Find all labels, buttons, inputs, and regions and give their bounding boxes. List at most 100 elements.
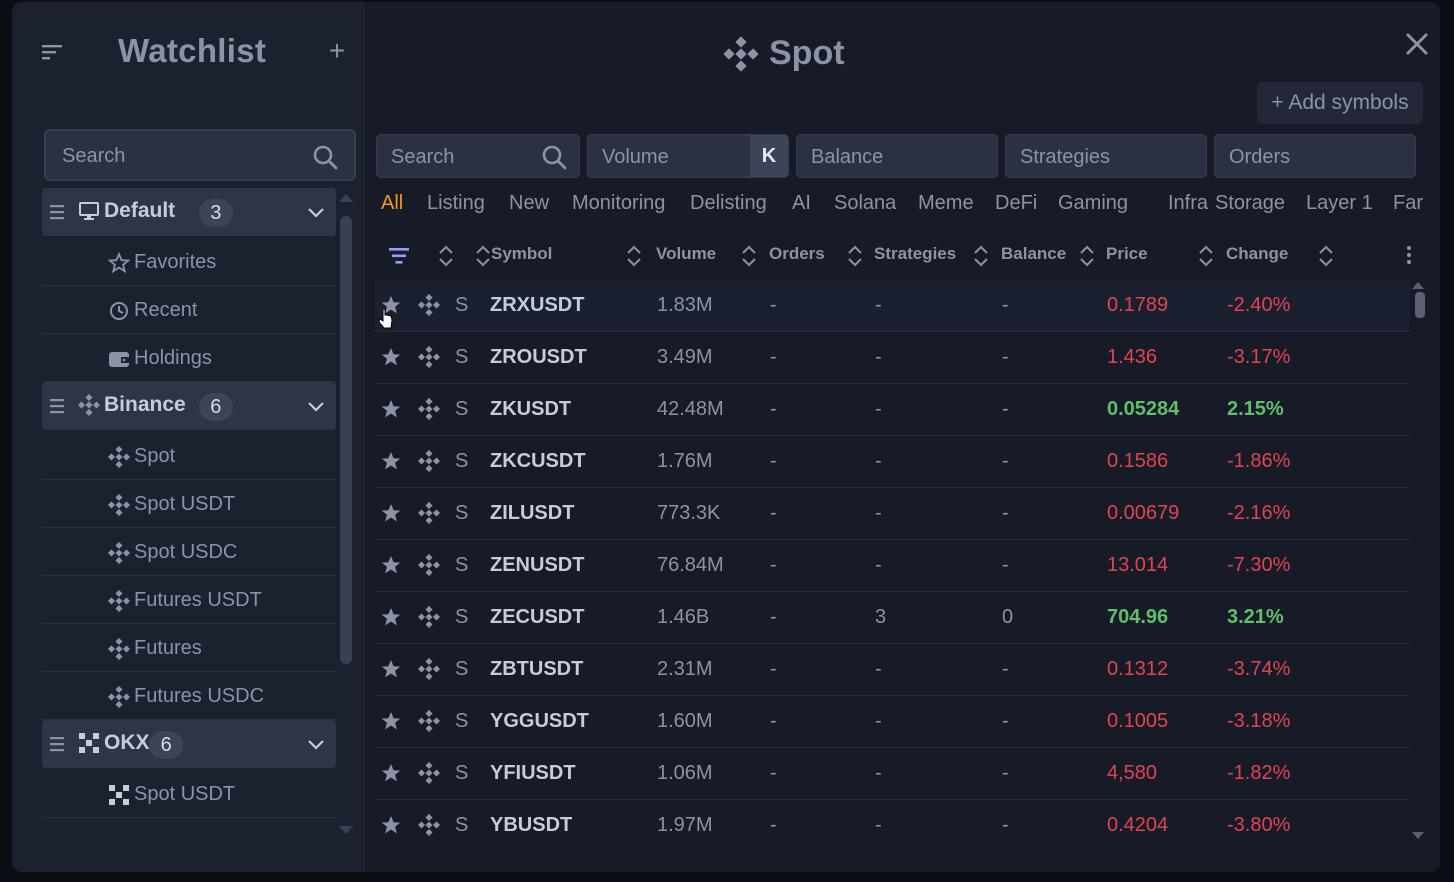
sort-icon[interactable]	[1317, 244, 1335, 268]
symbol-cell[interactable]: ZKCUSDT	[490, 450, 586, 472]
star-icon[interactable]	[380, 710, 402, 732]
symbol-search-input[interactable]: Search	[376, 134, 580, 178]
table-row[interactable]: S YGGUSDT 1.60M - - - 0.1005 -3.18%	[374, 696, 1410, 748]
sort-icon[interactable]	[846, 244, 864, 268]
sidebar-scroll-up[interactable]	[339, 194, 353, 202]
tab-ai[interactable]: AI	[792, 192, 811, 214]
col-price[interactable]: Price	[1106, 244, 1148, 263]
tab-delisting[interactable]: Delisting	[690, 192, 767, 214]
watchlist-item[interactable]: Spot USDT	[42, 770, 336, 818]
add-symbols-button[interactable]: + Add symbols	[1257, 82, 1423, 124]
tab-defi[interactable]: DeFi	[995, 192, 1038, 214]
table-row[interactable]: S ZKUSDT 42.48M - - - 0.05284 2.15%	[374, 384, 1410, 436]
sort-icon[interactable]	[474, 244, 492, 268]
star-icon[interactable]	[380, 762, 402, 784]
star-icon[interactable]	[380, 658, 402, 680]
sidebar-search-input[interactable]: Search	[44, 129, 356, 181]
sort-icon[interactable]	[1078, 244, 1096, 268]
watchlist-item[interactable]: Spot USDT	[42, 480, 336, 528]
tab-storage[interactable]: Storage	[1215, 192, 1286, 214]
table-row[interactable]: S ZBTUSDT 2.31M - - - 0.1312 -3.74%	[374, 644, 1410, 696]
watchlist-item[interactable]: Holdings	[42, 334, 336, 382]
volume-unit-toggle[interactable]: K	[750, 135, 788, 177]
col-change[interactable]: Change	[1226, 244, 1289, 263]
star-icon[interactable]	[380, 606, 402, 628]
tab-all[interactable]: All	[381, 192, 404, 214]
table-row[interactable]: S YBUSDT 1.97M - - - 0.4204 -3.80%	[374, 800, 1410, 846]
star-icon[interactable]	[380, 450, 402, 472]
add-watchlist-button[interactable]: +	[328, 35, 346, 66]
drag-handle-icon[interactable]	[50, 202, 64, 222]
sort-icon[interactable]	[740, 244, 758, 268]
drag-handle-icon[interactable]	[50, 396, 64, 416]
sort-icon[interactable]	[972, 244, 990, 268]
col-symbol[interactable]: Symbol	[491, 244, 553, 263]
tab-new[interactable]: New	[509, 192, 550, 214]
symbol-cell[interactable]: YGGUSDT	[490, 710, 589, 732]
watchlist-item[interactable]: Futures	[42, 624, 336, 672]
table-row[interactable]: S ZROUSDT 3.49M - - - 1.436 -3.17%	[374, 332, 1410, 384]
symbol-cell[interactable]: YBUSDT	[490, 814, 573, 836]
symbol-cell[interactable]: ZECUSDT	[490, 606, 585, 628]
table-row[interactable]: S ZILUSDT 773.3K - - - 0.00679 -2.16%	[374, 488, 1410, 540]
watchlist-group-okx[interactable]: OKX 6	[42, 720, 336, 768]
star-icon[interactable]	[380, 502, 402, 524]
watchlist-item[interactable]: Spot USDC	[42, 528, 336, 576]
orders-filter-input[interactable]: Orders	[1214, 134, 1416, 178]
symbol-cell[interactable]: YFIUSDT	[490, 762, 576, 784]
symbol-cell[interactable]: ZILUSDT	[490, 502, 575, 524]
tab-meme[interactable]: Meme	[918, 192, 974, 214]
balance-filter-input[interactable]: Balance	[796, 134, 998, 178]
table-row[interactable]: S ZENUSDT 76.84M - - - 13.014 -7.30%	[374, 540, 1410, 592]
sort-icon[interactable]	[625, 244, 643, 268]
more-options-icon[interactable]	[1404, 244, 1414, 266]
strategies-filter-input[interactable]: Strategies	[1005, 134, 1207, 178]
watchlist-item[interactable]: Futures USDT	[42, 576, 336, 624]
star-icon[interactable]	[380, 814, 402, 836]
watchlist-item[interactable]: Futures USDC	[42, 672, 336, 720]
symbol-cell[interactable]: ZENUSDT	[490, 554, 585, 576]
col-balance[interactable]: Balance	[1001, 244, 1067, 263]
drag-handle-icon[interactable]	[50, 734, 64, 754]
filter-icon[interactable]	[388, 246, 410, 266]
symbol-cell[interactable]: ZBTUSDT	[490, 658, 584, 680]
table-row[interactable]: S ZRXUSDT 1.83M - - - 0.1789 -2.40%	[374, 280, 1410, 332]
symbol-cell[interactable]: ZKUSDT	[490, 398, 572, 420]
tab-solana[interactable]: Solana	[834, 192, 897, 214]
col-orders[interactable]: Orders	[769, 244, 825, 263]
search-icon[interactable]	[541, 144, 567, 170]
close-icon[interactable]	[1403, 30, 1431, 58]
sort-menu-icon[interactable]	[40, 40, 64, 64]
table-scroll-up[interactable]	[1412, 282, 1424, 289]
tab-gaming[interactable]: Gaming	[1058, 192, 1129, 214]
watchlist-item[interactable]: Spot	[42, 432, 336, 480]
volume-filter-input[interactable]: Volume K	[587, 134, 789, 178]
tab-listing[interactable]: Listing	[427, 192, 485, 214]
star-icon[interactable]	[380, 398, 402, 420]
watchlist-item[interactable]: Favorites	[42, 238, 336, 286]
table-scrollbar[interactable]	[1415, 292, 1425, 318]
star-icon[interactable]	[380, 294, 402, 316]
table-row[interactable]: S ZECUSDT 1.46B - 3 0 704.96 3.21%	[374, 592, 1410, 644]
sidebar-scroll-down[interactable]	[339, 826, 353, 834]
col-strategies[interactable]: Strategies	[874, 244, 957, 263]
sidebar-scrollbar[interactable]	[340, 216, 352, 664]
star-icon[interactable]	[380, 554, 402, 576]
tab-infra[interactable]: Infra	[1168, 192, 1209, 214]
col-volume[interactable]: Volume	[656, 244, 717, 263]
tab-layer-1[interactable]: Layer 1	[1306, 192, 1373, 214]
watchlist-item[interactable]: Recent	[42, 286, 336, 334]
sort-icon[interactable]	[437, 244, 455, 268]
chevron-down-icon[interactable]	[306, 202, 326, 222]
symbol-cell[interactable]: ZROUSDT	[490, 346, 587, 368]
table-row[interactable]: S YFIUSDT 1.06M - - - 4,580 -1.82%	[374, 748, 1410, 800]
chevron-down-icon[interactable]	[306, 734, 326, 754]
watchlist-group-binance[interactable]: Binance 6	[42, 382, 336, 430]
sort-icon[interactable]	[1197, 244, 1215, 268]
watchlist-group-default[interactable]: Default 3	[42, 188, 336, 236]
symbol-cell[interactable]: ZRXUSDT	[490, 294, 585, 316]
star-icon[interactable]	[380, 346, 402, 368]
chevron-down-icon[interactable]	[306, 396, 326, 416]
search-icon[interactable]	[312, 144, 338, 170]
tab-far[interactable]: Far	[1393, 192, 1423, 214]
